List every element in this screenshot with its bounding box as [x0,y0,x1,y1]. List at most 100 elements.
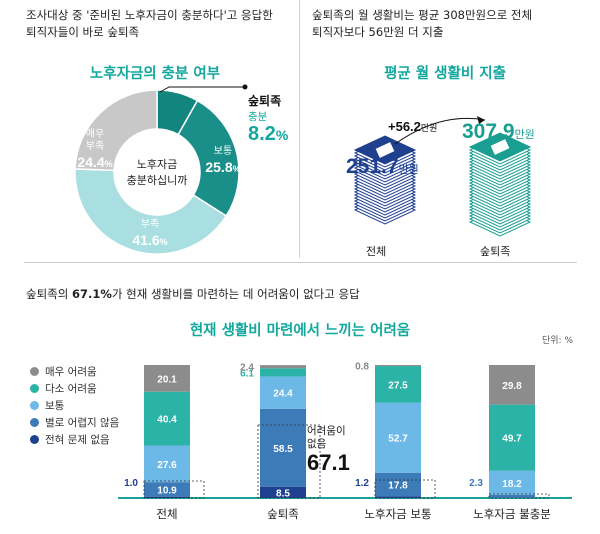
bar-annotation-line-1: 어려움이 [307,425,346,437]
bar-0-segment-2 [144,445,190,483]
pie-leader-dot [242,84,248,90]
pie-label-very-insufficient-0: 매우 [86,128,104,140]
legend-dot-somewhat-hard [30,384,39,393]
x-label-insufficient: 노후자금 불충분 [473,507,551,521]
vertical-divider [299,0,300,258]
legend-no-problem: 전혀 문제 없음 [30,432,110,447]
unit-label: 단위: % [542,336,574,346]
bar-1-segment-3 [260,408,306,487]
pie-label-insufficient-0: 부족 [141,218,159,230]
bar-2-segment-2 [375,402,421,473]
bar-0-segment-3 [144,482,190,497]
pie-value-very-insufficient: 24.4% [77,154,112,170]
bottom-caption-post: 가 현재 생활비를 마련하는 데 어려움이 없다고 응답 [111,287,360,301]
x-label-overall: 전체 [156,507,178,521]
spending-diff: +56.2만원 [388,118,437,136]
bottom-caption-bold: 67.1% [71,287,112,301]
legend-label-normal: 보통 [45,400,65,412]
legend-dot-no-problem [30,435,39,444]
bar-2-segment-1 [375,366,421,403]
bar-2-segment-4 [375,496,421,498]
bar-1-label-2: 24.4 [273,389,293,400]
bar-annotation-line-2: 없음 [307,438,327,450]
bar-section-title: 현재 생활비 마련에서 느끼는 어려움 [189,323,411,339]
highlight-box-0 [143,480,205,499]
legend-very-hard: 매우 어려움 [30,364,97,379]
bar-0-segment-4 [144,496,190,498]
highlight-box-2 [374,479,436,499]
sup-spending-label: 숲퇴족 [480,245,511,258]
pie-center-line-2: 충분하십니까 [127,173,188,187]
overall-spending-label: 전체 [366,245,387,258]
spending-diff-unit: 만원 [420,123,438,133]
bar-2-label-1: 27.5 [388,380,408,391]
pie-label-sup-name: 숲퇴족 [248,94,282,108]
x-label-normal: 노후자금 보통 [364,507,432,521]
pie-value-insufficient: 41.6% [132,232,167,248]
bar-1-segment-0 [260,365,306,369]
bar-1-segment-4 [260,486,306,498]
pie-value-sup-pct: % [275,127,289,143]
bar-2-label-0: 0.8 [355,362,369,373]
bar-2-segment-3 [375,472,421,497]
bar-1-segment-1 [260,368,306,377]
top-left-caption: 조사대상 중 '준비된 노후자금이 충분하다'고 응답한 퇴직자들이 바로 숲퇴… [26,7,273,41]
pie-value-sup-wrap: 8.2% [248,124,288,145]
legend-dot-normal [30,401,39,410]
bar-3-label-1: 49.7 [502,434,522,445]
bar-0-segment-0 [144,365,190,392]
pie-label-very-insufficient-1: 부족 [86,140,104,152]
bar-0-label-2: 27.6 [157,460,177,471]
spending-arrow-head [477,116,485,124]
top-right-caption-line-1: 숲퇴족의 월 생활비는 평균 308만원으로 전체 [312,8,533,22]
bottom-caption-pre: 숲퇴족의 [26,287,72,301]
bar-0-segment-1 [144,391,190,446]
sup-spending-value: 307.9 [462,120,515,143]
top-left-caption-line-2: 퇴직자들이 바로 숲퇴족 [26,25,140,39]
sup-spending: 307.9만원 [462,120,535,144]
money-illustration [353,116,532,237]
bar-0-label-3: 10.9 [157,485,177,496]
overall-spending: 251.7만원 [346,155,419,179]
spending-diff-value: +56.2 [388,119,421,134]
bar-3-segment-1 [489,404,535,471]
bar-1-label-0: 2.4 [240,363,254,374]
bar-3-segment-0 [489,365,535,405]
pie-label-sup-sub: 충분 [248,111,268,123]
bar-2-segment-0 [375,365,421,367]
legend-not-hard: 별로 어렵지 않음 [30,415,119,430]
legend-label-very-hard: 매우 어려움 [45,366,97,378]
legend-dot-not-hard [30,418,39,427]
spending-arrow [394,117,486,145]
horizontal-divider [24,262,577,263]
legend-label-no-problem: 전혀 문제 없음 [45,434,110,446]
bar-1-label-3: 58.5 [273,444,293,455]
highlight-box-1 [257,424,321,499]
pie-slice-normal [177,99,240,217]
spending-section-title: 평균 월 생활비 지출 [384,66,506,82]
legend-somewhat-hard: 다소 어려움 [30,381,97,396]
legend-label-somewhat-hard: 다소 어려움 [45,383,97,395]
bar-1-label-4: 8.5 [276,488,290,499]
top-left-caption-line-1: 조사대상 중 '준비된 노후자금이 충분하다'고 응답한 [26,8,273,22]
pie-value-sup: 8.2 [248,123,276,145]
bar-3-segment-3 [489,494,535,498]
bar-annotation: 어려움이 없음 67.1 [307,425,350,475]
x-label-sup: 숲퇴족 [267,507,299,521]
legend-normal: 보통 [30,398,64,413]
bar-2-label-3: 17.8 [388,481,408,492]
pie-label-sup: 숲퇴족 충분 8.2% [248,92,288,145]
top-right-caption: 숲퇴족의 월 생활비는 평균 308만원으로 전체 퇴직자보다 56만원 더 지… [312,7,532,41]
bar-3-label-0: 29.8 [502,381,522,392]
pie-center-line-1: 노후자금 [137,158,177,171]
pie-leader-line [159,86,245,93]
overall-spending-unit: 만원 [398,164,419,176]
bar-0-label-4: 1.0 [124,478,138,489]
pie-slice-very-insufficient [74,89,158,172]
bar-2-label-4: 1.2 [355,478,369,489]
bar-annotation-value: 67.1 [307,450,350,475]
bar-2-label-2: 52.7 [388,434,408,445]
bar-3-segment-2 [489,470,535,495]
bar-3-label-2: 18.2 [502,479,522,490]
bar-0-label-0: 20.1 [157,374,177,385]
